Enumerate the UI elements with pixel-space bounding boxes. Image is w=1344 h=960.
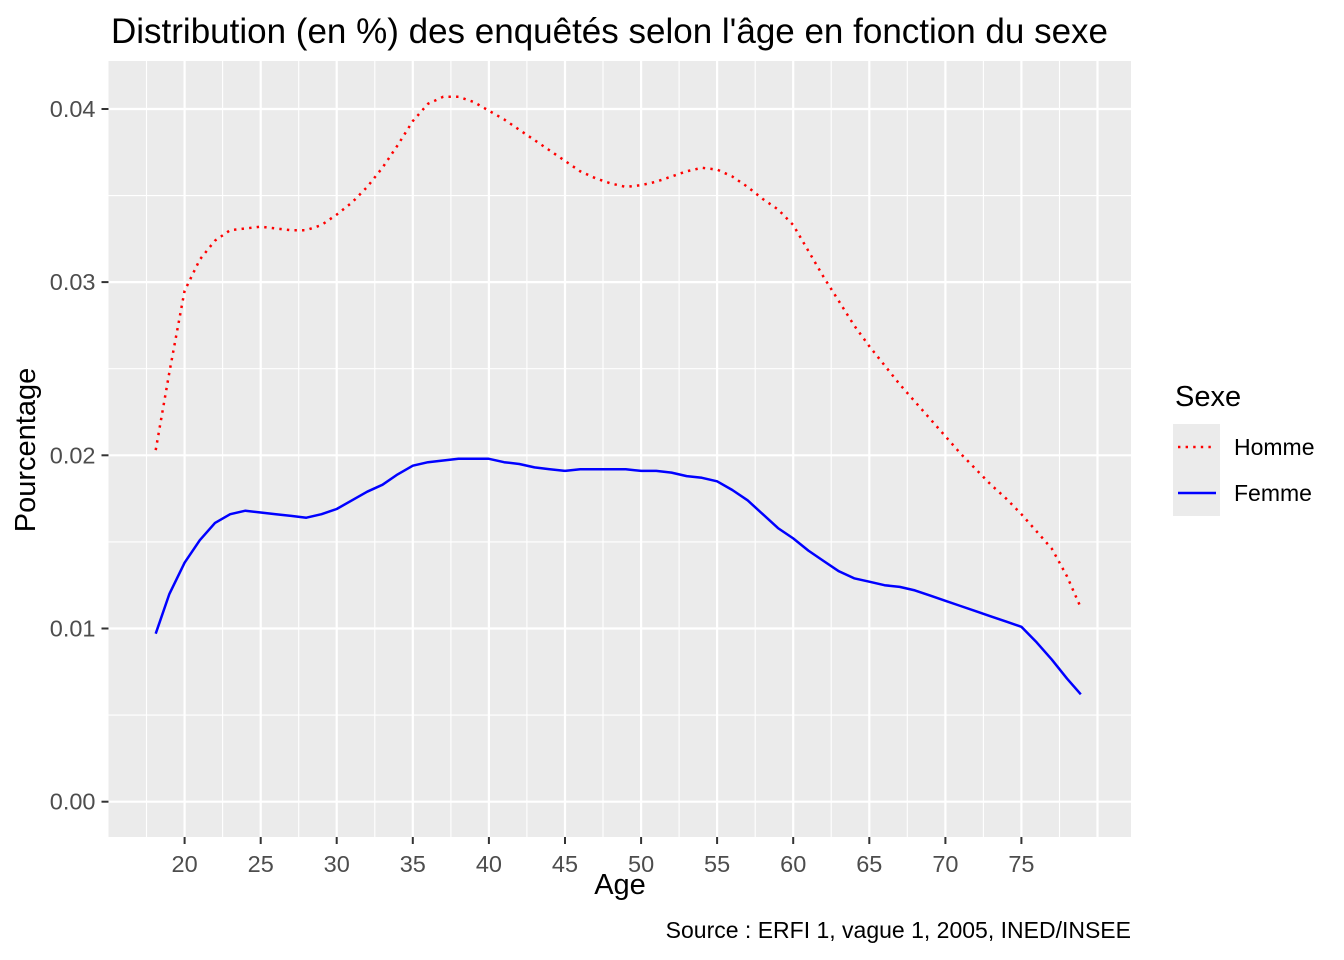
legend-keys: Homme Femme — [1173, 424, 1315, 516]
legend-entry-femme: Femme — [1173, 470, 1315, 516]
dotted-line-icon — [1177, 445, 1216, 449]
x-tick-label: 65 — [856, 851, 882, 877]
x-axis-title: Age — [594, 869, 646, 901]
x-tick-label: 35 — [400, 851, 426, 877]
legend-title: Sexe — [1175, 381, 1242, 413]
chart-title: Distribution (en %) des enquêtés selon l… — [111, 12, 1109, 51]
x-tick-label: 30 — [324, 851, 350, 877]
y-tick-label: 0.04 — [50, 96, 96, 122]
legend-label-homme: Homme — [1234, 433, 1315, 460]
legend-key-box — [1173, 470, 1220, 516]
x-tick-label: 20 — [172, 851, 198, 877]
y-tick-label: 0.02 — [50, 442, 96, 468]
x-tick-label: 40 — [476, 851, 502, 877]
source-caption: Source : ERFI 1, vague 1, 2005, INED/INS… — [665, 917, 1131, 943]
legend-label-femme: Femme — [1234, 479, 1312, 506]
x-tick-label: 60 — [780, 851, 806, 877]
x-tick-label: 70 — [932, 851, 958, 877]
x-tick-label: 50 — [628, 851, 654, 877]
series-line-femme — [154, 457, 1082, 696]
y-axis-title: Pourcentage — [10, 367, 42, 533]
x-tick-label: 75 — [1008, 851, 1034, 877]
solid-line-icon — [1177, 491, 1216, 495]
legend-key-box — [1173, 424, 1220, 470]
x-tick-label: 55 — [704, 851, 730, 877]
series-line-homme — [154, 95, 1082, 609]
legend: Sexe Homme Femme — [1173, 381, 1315, 516]
legend-entry-homme: Homme — [1173, 424, 1315, 470]
y-tick-label: 0.00 — [50, 789, 96, 815]
y-tick-label: 0.01 — [50, 616, 96, 642]
y-tick-label: 0.03 — [50, 269, 96, 295]
x-tick-label: 25 — [248, 851, 274, 877]
x-tick-label: 45 — [552, 851, 578, 877]
plot-panel — [108, 61, 1131, 837]
